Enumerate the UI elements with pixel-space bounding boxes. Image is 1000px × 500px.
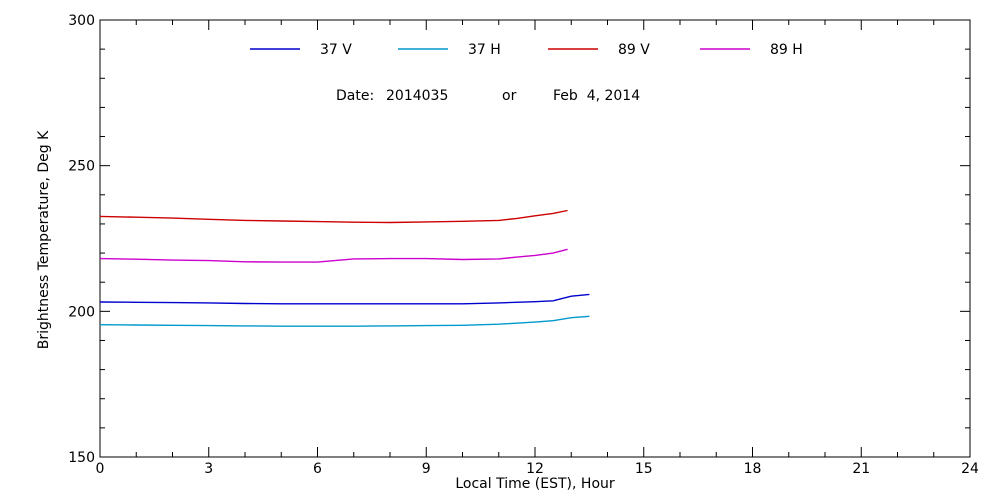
date-annotation-or: or [502,88,517,104]
series-line-89-v [99,209,568,224]
date-annotation-text: Feb 4, 2014 [553,88,640,104]
date-annotation-code: 2014035 [386,88,448,104]
x-tick-label: 21 [852,461,870,477]
plot-frame [99,19,971,458]
y-tick-label: 150 [68,450,95,466]
axis-ticks [99,19,971,458]
x-tick-label: 12 [526,461,544,477]
x-axis-label: Local Time (EST), Hour [455,476,615,492]
legend-label: 37 V [320,42,352,58]
legend-label: 89 V [618,42,650,58]
date-annotation-label: Date: [336,88,374,104]
legend: 37 V 37 H 89 V 89 H [250,42,803,58]
x-tick-label: 18 [744,461,762,477]
series-line-37-v [99,293,590,305]
tick-labels: 0 3 6 9 12 15 18 21 24 150 200 250 300 [68,13,979,477]
x-tick-label: 9 [422,461,431,477]
x-tick-label: 6 [313,461,322,477]
series-line-89-h [99,248,568,263]
y-tick-label: 300 [68,13,95,29]
x-tick-label: 24 [961,461,979,477]
x-tick-label: 3 [204,461,213,477]
legend-label: 89 H [770,42,803,58]
y-tick-label: 250 [68,159,95,175]
x-tick-label: 15 [635,461,653,477]
y-axis-label: Brightness Temperature, Deg K [36,130,52,349]
x-tick-label: 0 [96,461,105,477]
series-lines [99,209,590,327]
legend-label: 37 H [468,42,501,58]
series-line-37-h [99,315,590,327]
y-tick-label: 200 [68,304,95,320]
